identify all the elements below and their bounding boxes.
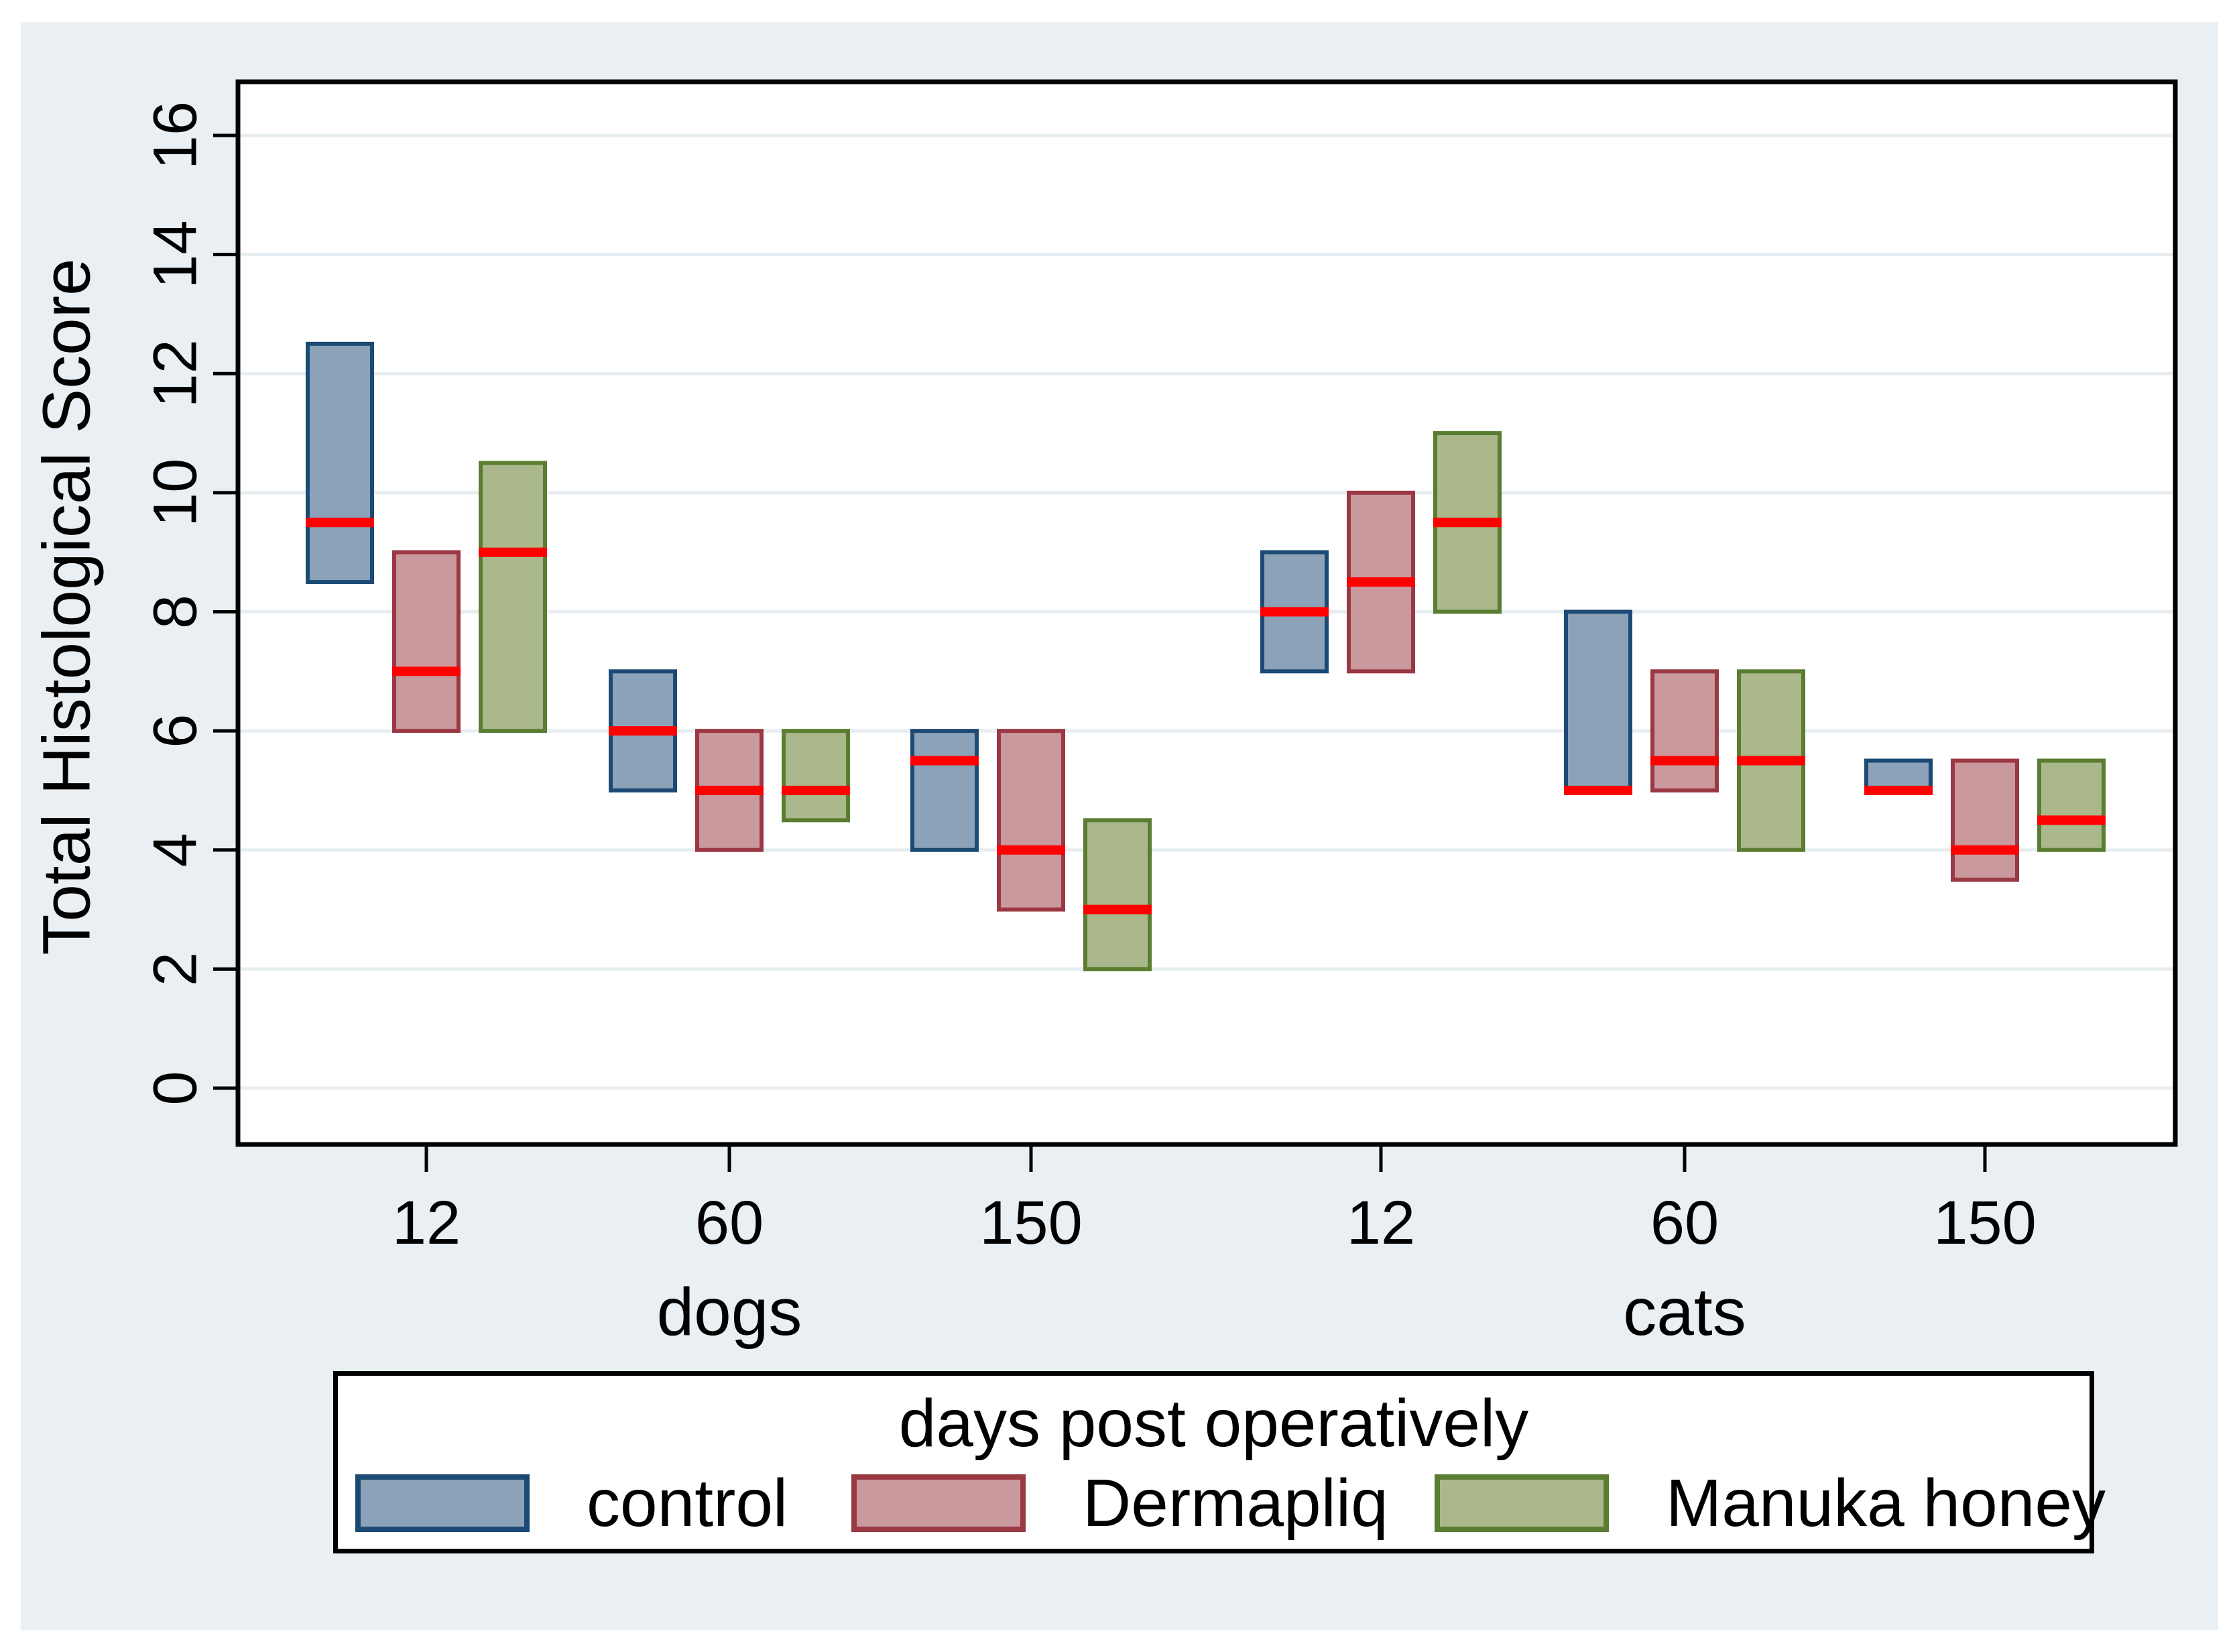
x-tick-label-dogs-150: 150 xyxy=(979,1189,1083,1257)
median-line-cats-150-dermapliq xyxy=(1951,845,2019,855)
median-line-dogs-60-manuka-honey xyxy=(782,785,850,795)
legend-entry-dermapliq: Dermapliq xyxy=(851,1466,1388,1541)
median-line-cats-60-manuka-honey xyxy=(1737,756,1805,766)
y-tick-label-12: 12 xyxy=(141,339,209,408)
range-box-cats-60-control xyxy=(1564,609,1632,792)
legend-title: days post operatively xyxy=(898,1386,1529,1461)
legend-swatch-manuka-honey xyxy=(1435,1474,1609,1532)
median-line-cats-60-dermapliq xyxy=(1650,756,1719,766)
legend-swatch-control xyxy=(355,1474,530,1532)
range-box-cats-150-manuka-honey xyxy=(2037,758,2106,852)
range-box-dogs-60-manuka-honey xyxy=(782,729,850,823)
median-line-dogs-12-manuka-honey xyxy=(479,547,547,557)
range-box-dogs-150-control xyxy=(910,729,979,852)
y-tick-label-6: 6 xyxy=(141,714,209,748)
range-box-dogs-12-dermapliq xyxy=(392,550,461,733)
range-box-dogs-12-manuka-honey xyxy=(479,461,547,733)
median-line-cats-150-control xyxy=(1864,785,1933,795)
median-line-dogs-60-control xyxy=(609,726,677,736)
group-label-dogs: dogs xyxy=(656,1275,802,1350)
y-tick-label-14: 14 xyxy=(141,220,209,288)
legend-label-manuka-honey: Manuka honey xyxy=(1666,1465,2106,1541)
range-box-dogs-150-dermapliq xyxy=(997,729,1065,912)
y-tick-label-4: 4 xyxy=(141,833,209,867)
range-box-dogs-150-manuka-honey xyxy=(1083,818,1152,971)
x-tick-label-cats-150: 150 xyxy=(1933,1189,2037,1257)
median-line-dogs-12-dermapliq xyxy=(392,666,461,676)
median-line-dogs-12-control xyxy=(306,518,374,528)
median-line-cats-60-control xyxy=(1564,785,1632,795)
legend-entry-manuka-honey: Manuka honey xyxy=(1435,1466,2106,1541)
x-tick-label-dogs-60: 60 xyxy=(694,1189,764,1257)
median-line-cats-150-manuka-honey xyxy=(2037,815,2106,825)
median-line-dogs-150-manuka-honey xyxy=(1083,904,1152,914)
y-tick-label-0: 0 xyxy=(141,1071,209,1105)
y-axis-title: Total Histological Score xyxy=(29,258,105,955)
range-box-cats-150-control xyxy=(1864,758,1933,792)
x-tick-label-cats-12: 12 xyxy=(1346,1189,1416,1257)
legend: days post operatively control Dermapliq … xyxy=(333,1371,2106,1553)
median-line-dogs-60-dermapliq xyxy=(695,785,764,795)
y-tick-label-2: 2 xyxy=(141,952,209,986)
x-tick-label-cats-60: 60 xyxy=(1650,1189,1719,1257)
median-line-cats-12-control xyxy=(1260,607,1329,617)
y-tick-label-16: 16 xyxy=(141,101,209,170)
legend-label-control: control xyxy=(587,1465,788,1541)
y-tick-label-8: 8 xyxy=(141,595,209,629)
median-line-dogs-150-dermapliq xyxy=(997,845,1065,855)
x-tick-label-dogs-12: 12 xyxy=(391,1189,461,1257)
range-box-dogs-12-control xyxy=(306,341,374,585)
median-line-dogs-150-control xyxy=(910,756,979,766)
median-line-cats-12-dermapliq xyxy=(1347,577,1415,587)
range-box-cats-150-dermapliq xyxy=(1951,758,2019,882)
legend-entry-control: control xyxy=(355,1466,788,1541)
legend-label-dermapliq: Dermapliq xyxy=(1083,1465,1388,1541)
group-label-cats: cats xyxy=(1623,1275,1746,1350)
range-box-cats-60-dermapliq xyxy=(1650,669,1719,792)
median-line-cats-12-manuka-honey xyxy=(1433,518,1502,528)
y-tick-label-10: 10 xyxy=(141,459,209,527)
legend-swatch-dermapliq xyxy=(851,1474,1026,1532)
